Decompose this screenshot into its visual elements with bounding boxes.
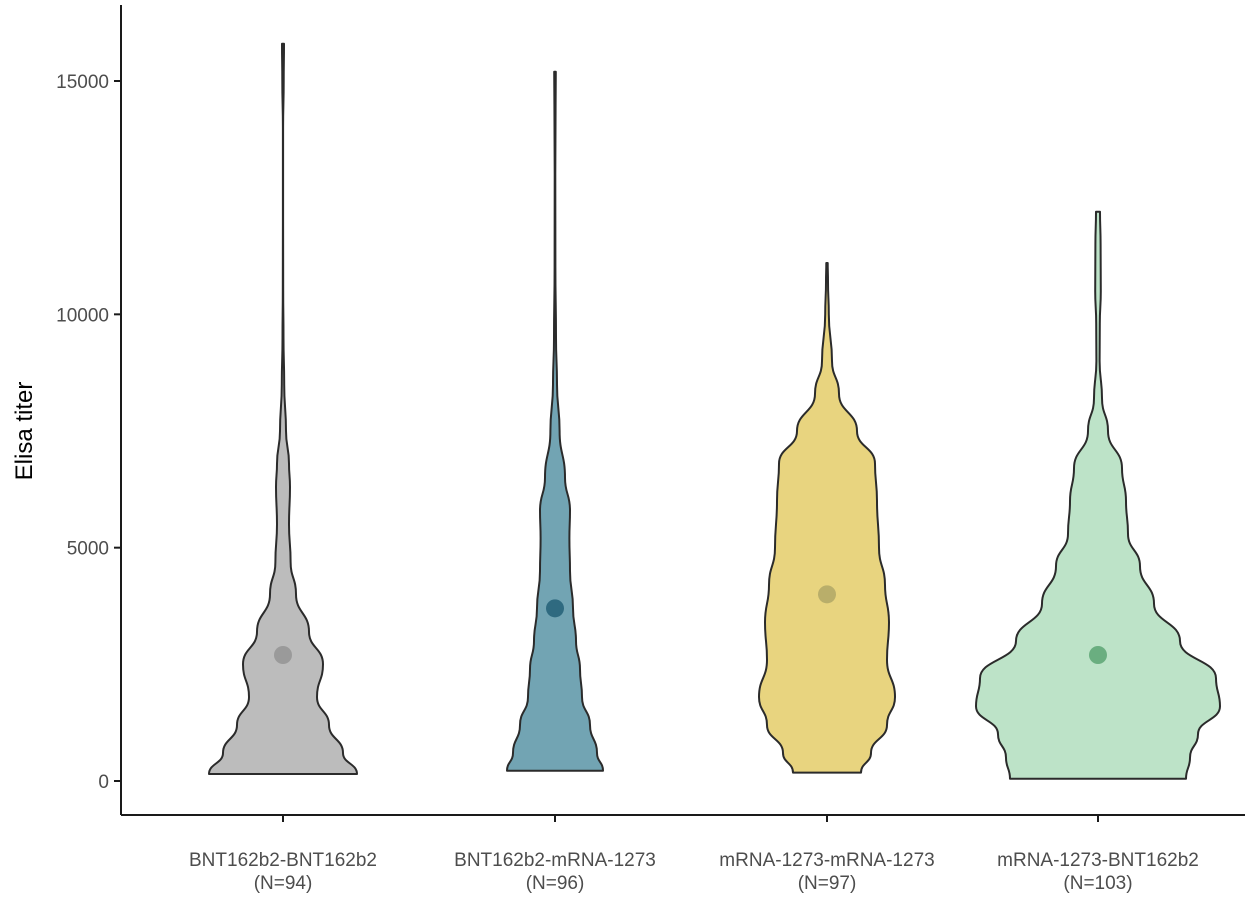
y-tick-label: 0 xyxy=(98,772,109,793)
x-tick-sublabel: (N=97) xyxy=(798,873,857,894)
median-point xyxy=(546,599,564,618)
x-tick-label: BNT162b2-mRNA-1273 xyxy=(454,850,656,871)
violin-shape xyxy=(975,210,1221,780)
axes xyxy=(120,5,1245,816)
x-tick-label: mRNA-1273-mRNA-1273 xyxy=(719,850,934,871)
plot-area xyxy=(208,42,1221,780)
median-point xyxy=(818,585,836,604)
y-tick-label: 5000 xyxy=(67,539,109,560)
x-tick-label: mRNA-1273-BNT162b2 xyxy=(997,850,1199,871)
y-tick-label: 15000 xyxy=(56,72,109,93)
median-point xyxy=(1089,646,1107,664)
y-axis-ticks: 0 5000 10000 15000 xyxy=(56,72,121,793)
x-tick-label: BNT162b2-BNT162b2 xyxy=(189,850,377,871)
x-tick-sublabel: (N=103) xyxy=(1063,873,1132,894)
violin-shape xyxy=(758,262,896,774)
violin-shape xyxy=(208,42,358,775)
x-axis-ticks: BNT162b2-BNT162b2(N=94) BNT162b2-mRNA-127… xyxy=(189,815,1199,894)
y-axis-title: Elisa titer xyxy=(11,382,38,481)
y-tick-label: 10000 xyxy=(56,305,109,326)
violin-shape xyxy=(506,70,604,772)
x-tick-sublabel: (N=96) xyxy=(526,873,585,894)
x-tick-sublabel: (N=94) xyxy=(254,873,313,894)
median-point xyxy=(274,646,292,664)
